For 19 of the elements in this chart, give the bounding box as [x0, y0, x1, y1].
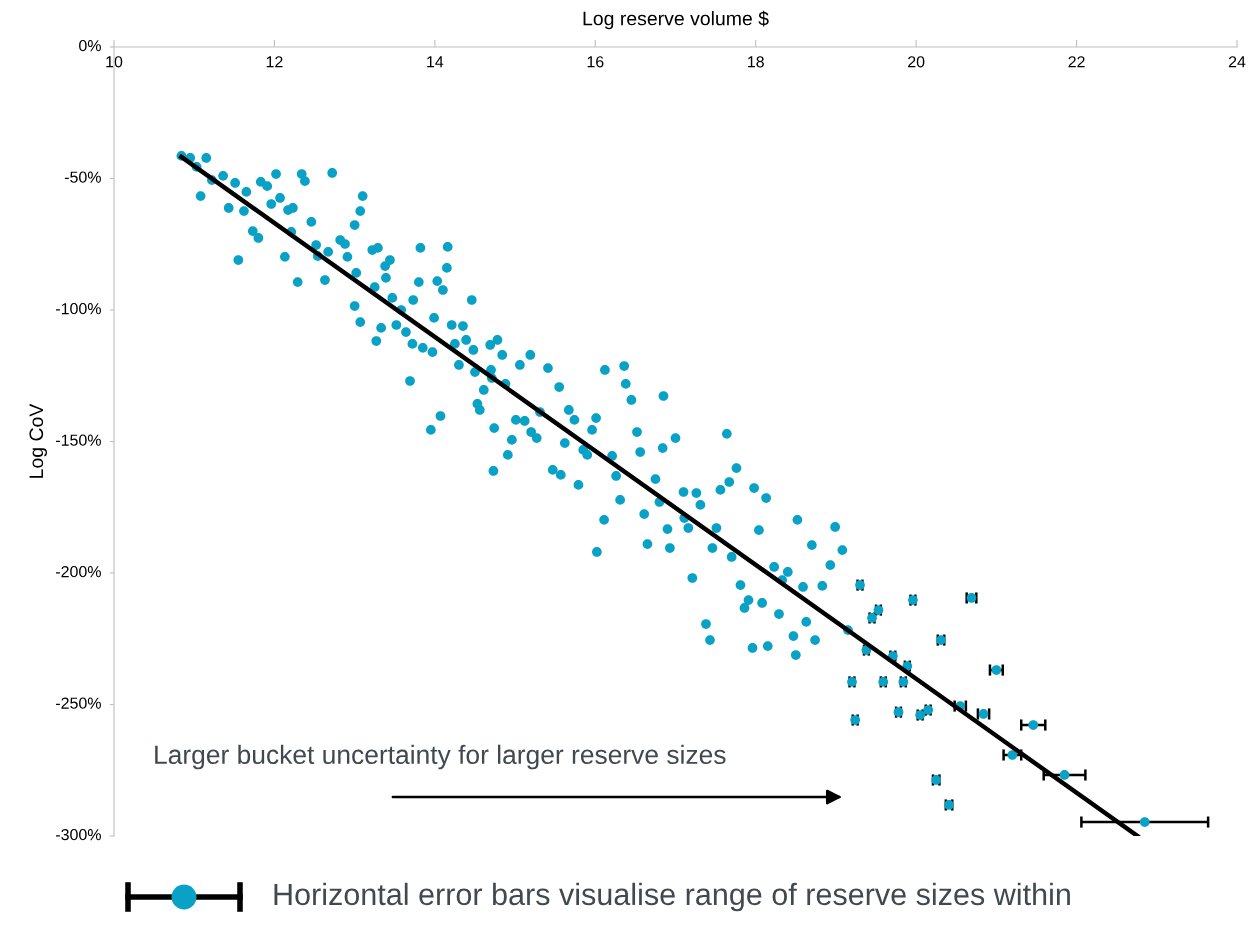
y-tick-label: -50% — [64, 171, 101, 183]
x-tick-label: 18 — [748, 56, 764, 68]
y-tick-label: -250% — [56, 697, 101, 709]
text: Horizontal error bars visualise range of reserve sizes within — [274, 882, 1070, 912]
annotation: Larger bucket uncertainty for larger reserve sizes — [155, 744, 726, 770]
y-tick-label: -300% — [56, 828, 101, 841]
x-tick-label: 16 — [587, 56, 604, 68]
x-tick-label: 14 — [427, 56, 444, 68]
y-tick-label: -150% — [56, 434, 101, 446]
x-tick-label: 24 — [1228, 56, 1246, 68]
x-axis-title: Log reserve volume $ — [583, 10, 769, 30]
y-axis-title: Log CoV — [29, 403, 47, 478]
y-tick-label: -200% — [56, 565, 101, 578]
x-tick-label: 12 — [266, 56, 283, 68]
x-tick-label: 22 — [1068, 56, 1085, 68]
x-tick-label: 20 — [908, 56, 925, 68]
y-tick-label: -100% — [56, 302, 101, 315]
y-tick-label: 0% — [79, 39, 101, 52]
x-tick-label: 10 — [106, 56, 123, 68]
